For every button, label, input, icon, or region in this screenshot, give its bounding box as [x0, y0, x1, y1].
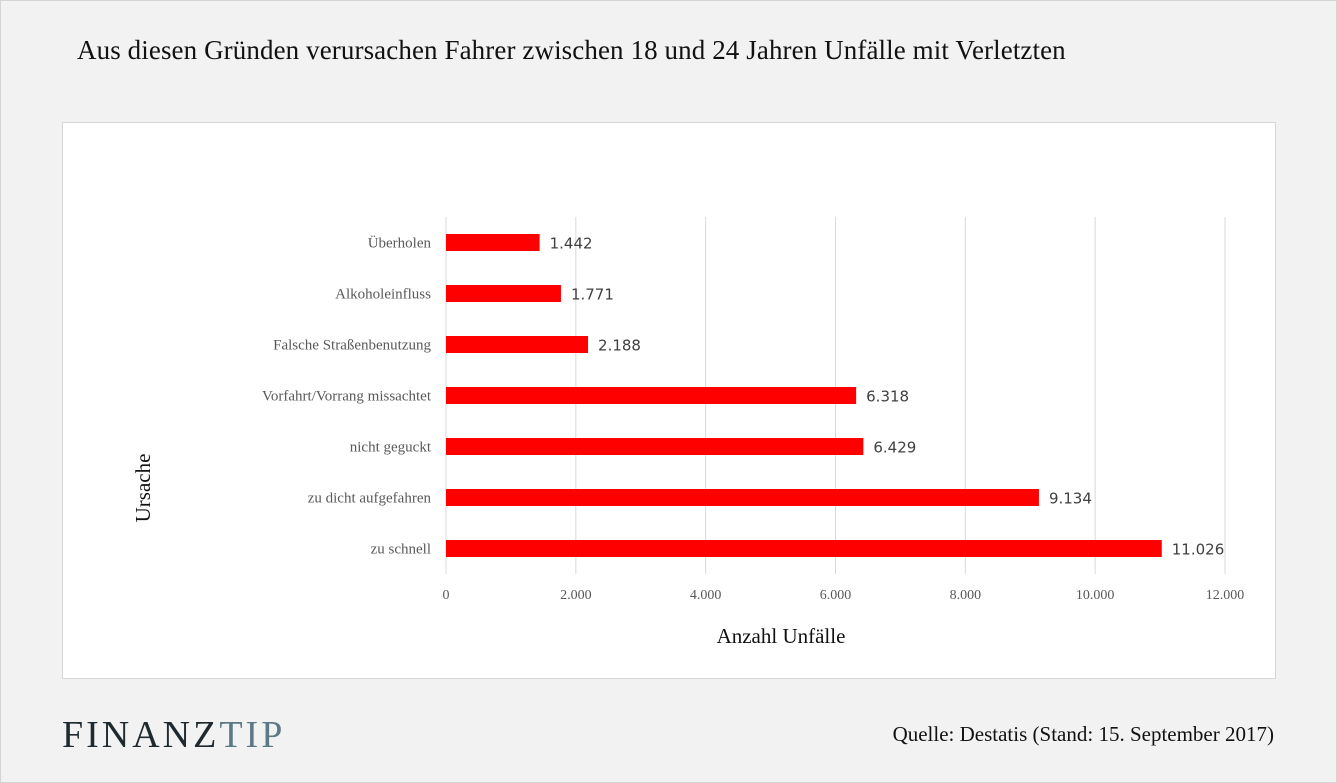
- finanztip-logo: FINANZTIP: [62, 713, 285, 757]
- x-tick-label: 6.000: [820, 588, 852, 603]
- logo-part-tip: TIP: [219, 714, 286, 756]
- category-label: Falsche Straßenbenutzung: [273, 338, 431, 354]
- data-label: 6.318: [866, 388, 909, 406]
- bar-chart: 0 2.000 4.000 6.000 8.000 10.000 12.000 Überhol…: [131, 217, 1244, 648]
- bar: [446, 387, 857, 404]
- data-label: 11.026: [1172, 541, 1225, 559]
- bar: [446, 489, 1039, 506]
- category-label: zu dicht aufgefahren: [308, 491, 432, 507]
- bar: [446, 336, 589, 353]
- data-label: 9.134: [1049, 490, 1092, 508]
- data-label: 1.442: [550, 235, 593, 253]
- x-tick-label: 2.000: [560, 588, 592, 603]
- logo-part-finanz: FINANZ: [62, 714, 220, 756]
- bars: [446, 234, 1162, 557]
- source-note: Quelle: Destatis (Stand: 15. September 2…: [892, 722, 1274, 746]
- data-label: 6.429: [873, 439, 916, 457]
- y-axis-title: Ursache: [131, 454, 155, 523]
- data-label: 1.771: [571, 286, 614, 304]
- category-label: Vorfahrt/Vorrang missachtet: [262, 389, 432, 405]
- bar: [446, 285, 561, 302]
- category-label: nicht geguckt: [350, 440, 432, 456]
- data-label: 2.188: [598, 337, 641, 355]
- x-tick-label: 12.000: [1206, 588, 1245, 603]
- x-tick-label: 4.000: [690, 588, 722, 603]
- x-tick-label: 10.000: [1076, 588, 1115, 603]
- x-tick-label: 8.000: [950, 588, 982, 603]
- bar: [446, 438, 864, 455]
- x-tick-label: 0: [443, 588, 450, 603]
- category-label: Überholen: [368, 235, 432, 252]
- bar: [446, 234, 540, 251]
- plot-panel: 0 2.000 4.000 6.000 8.000 10.000 12.000 Überhol…: [62, 122, 1276, 679]
- category-label: zu schnell: [371, 542, 431, 558]
- labels: 0 2.000 4.000 6.000 8.000 10.000 12.000 Überhol…: [262, 235, 1244, 604]
- chart-title: Aus diesen Gründen verursachen Fahrer zw…: [77, 35, 1066, 65]
- bar: [446, 540, 1162, 557]
- category-label: Alkoholeinfluss: [335, 287, 431, 303]
- x-axis-title: Anzahl Unfälle: [717, 624, 846, 648]
